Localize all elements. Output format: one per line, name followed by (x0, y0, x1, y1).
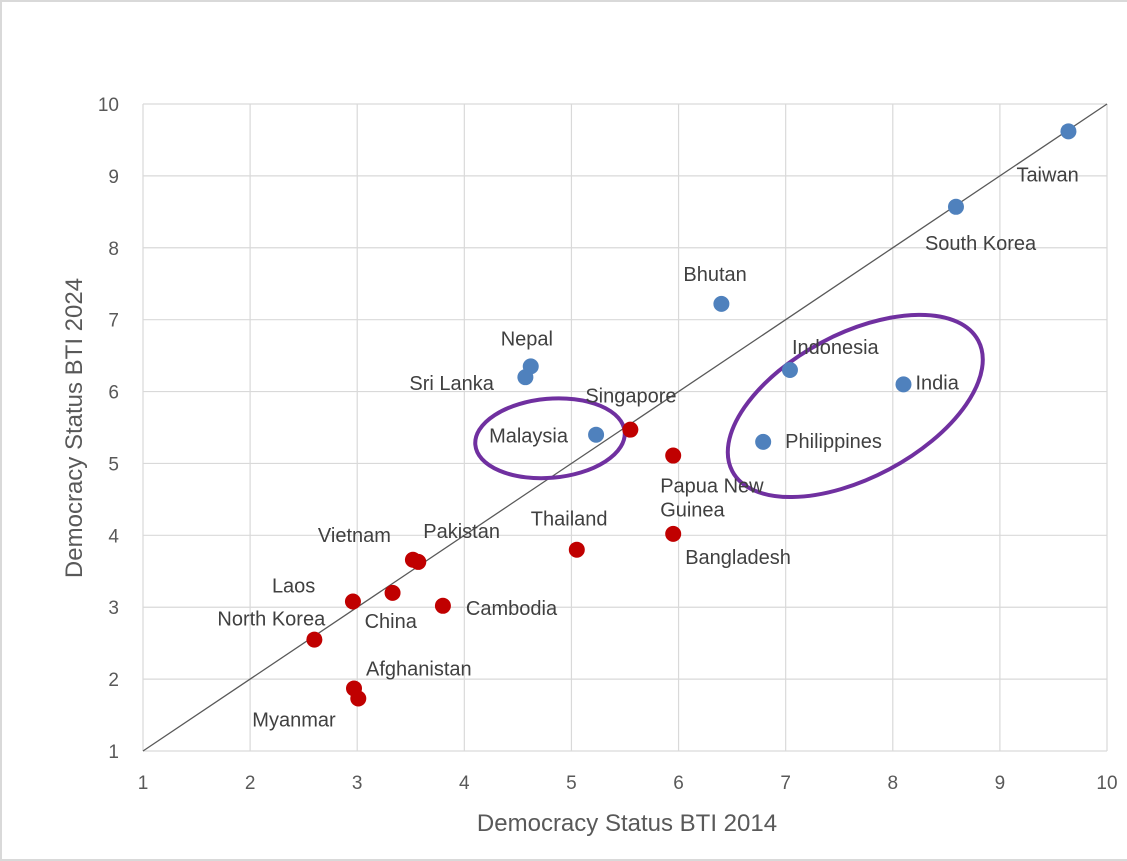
data-point (1060, 123, 1077, 140)
data-point (622, 421, 639, 438)
y-tick-label: 2 (108, 670, 119, 691)
data-point (517, 369, 534, 386)
x-tick-label: 1 (138, 773, 149, 794)
x-axis-ticks: 1 2 3 4 5 6 7 8 9 10 (138, 773, 1118, 794)
data-point (895, 376, 912, 393)
x-tick-label: 10 (1096, 773, 1117, 794)
point-label: Bangladesh (685, 547, 791, 569)
point-label: Afghanistan (366, 658, 472, 680)
point-label: Thailand (531, 509, 608, 531)
x-tick-label: 8 (887, 773, 898, 794)
gridlines (142, 103, 1108, 752)
point-label: Nepal (501, 328, 553, 350)
data-point (404, 551, 421, 568)
data-point (947, 198, 964, 215)
y-tick-label: 10 (98, 95, 119, 116)
y-tick-label: 9 (108, 167, 119, 188)
data-point (665, 447, 682, 464)
point-label: South Korea (925, 233, 1037, 255)
point-label: Taiwan (1016, 164, 1078, 186)
point-label: Laos (272, 575, 315, 597)
data-point (344, 593, 361, 610)
point-label: Singapore (585, 386, 676, 408)
data-point (713, 295, 730, 312)
point-label: Bhutan (683, 264, 746, 286)
y-tick-label: 8 (108, 239, 119, 260)
x-tick-label: 2 (245, 773, 256, 794)
point-label: Philippines (785, 431, 882, 453)
y-tick-label: 1 (108, 742, 119, 763)
point-label: Cambodia (466, 598, 558, 620)
x-tick-label: 5 (566, 773, 577, 794)
x-axis-title: Democracy Status BTI 2014 (477, 810, 777, 837)
point-label: Pakistan (423, 521, 500, 543)
y-tick-label: 6 (108, 383, 119, 404)
point-label: Sri Lanka (409, 373, 494, 395)
highlight-ellipse (725, 312, 985, 500)
data-point (588, 426, 605, 443)
data-point (306, 631, 323, 648)
y-tick-label: 4 (108, 526, 119, 547)
y-tick-label: 5 (108, 454, 119, 475)
data-points (306, 123, 1077, 707)
point-label: India (915, 372, 959, 394)
point-label: Indonesia (792, 337, 880, 359)
x-tick-label: 6 (673, 773, 684, 794)
point-label: China (365, 611, 418, 633)
data-point (568, 541, 585, 558)
point-label: North Korea (217, 609, 326, 631)
y-tick-label: 3 (108, 598, 119, 619)
data-point (434, 597, 451, 614)
x-tick-label: 9 (995, 773, 1006, 794)
point-label: Vietnam (318, 525, 391, 547)
x-tick-label: 4 (459, 773, 470, 794)
data-point (350, 690, 367, 707)
x-tick-label: 3 (352, 773, 363, 794)
data-point (755, 433, 772, 450)
x-tick-label: 7 (780, 773, 791, 794)
y-tick-label: 7 (108, 311, 119, 332)
data-point (665, 525, 682, 542)
point-label: Myanmar (252, 710, 336, 732)
point-labels: Taiwan South Korea Bhutan Nepal Sri Lanka Ind… (217, 164, 1078, 731)
point-label: Malaysia (489, 426, 569, 448)
point-label: Papua New Guinea (660, 476, 764, 522)
data-point (781, 361, 798, 378)
y-axis-ticks: 1 2 3 4 5 6 7 8 9 10 (98, 95, 120, 763)
y-axis-title: Democracy Status BTI 2024 (61, 278, 88, 578)
data-point (384, 584, 401, 601)
